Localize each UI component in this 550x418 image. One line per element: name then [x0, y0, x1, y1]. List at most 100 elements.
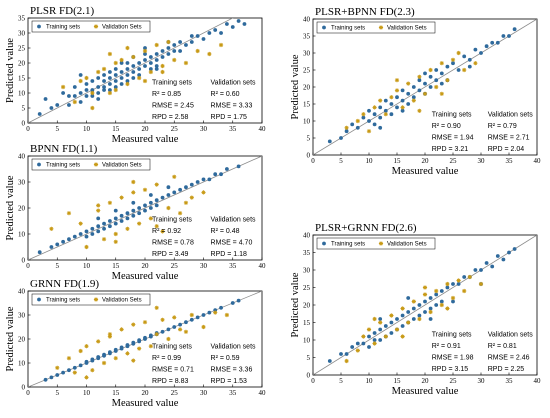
x-tick-label: 35 — [506, 157, 514, 165]
stat-train-value: 0.92 — [167, 228, 181, 235]
stat-label: R² = — [432, 343, 447, 350]
stat-label: RMSE = — [488, 135, 516, 142]
validation-point — [160, 63, 165, 69]
x-tick-label: 5 — [339, 377, 343, 385]
stat-valid-value: 3.36 — [239, 367, 253, 374]
x-tick-label: 20 — [142, 389, 150, 397]
training-point — [166, 185, 171, 190]
training-point — [189, 317, 194, 322]
training-point — [207, 31, 212, 35]
legend-validation-marker — [93, 297, 99, 302]
validation-point — [400, 334, 405, 339]
plot-data — [28, 156, 262, 260]
stat-valid-value: 0.81 — [503, 343, 517, 350]
training-point — [445, 285, 450, 290]
training-point — [96, 91, 101, 95]
stat-label: RMSE = — [211, 240, 239, 247]
training-point — [507, 34, 511, 38]
training-point — [119, 76, 124, 80]
training-point — [462, 54, 467, 59]
training-point — [189, 34, 194, 38]
validation-point — [183, 329, 189, 334]
stats-header-valid: Validation sets — [488, 332, 534, 339]
chart-title: PLSR+BPNN FD(2.3) — [315, 6, 415, 18]
validation-point — [183, 200, 189, 205]
training-point — [378, 105, 383, 110]
training-point — [439, 299, 444, 304]
training-point — [501, 34, 506, 38]
training-point — [166, 193, 171, 197]
stat-valid-value: 0.48 — [226, 228, 240, 235]
training-point — [113, 221, 118, 226]
training-point — [411, 95, 416, 100]
validation-point — [148, 69, 153, 75]
validation-point — [394, 327, 400, 332]
stat-valid-value: 0.60 — [226, 91, 240, 98]
validation-point — [389, 95, 394, 100]
training-point — [43, 377, 48, 382]
legend-validation-marker — [93, 24, 99, 29]
x-tick-label: 0 — [26, 389, 30, 397]
training-point — [148, 193, 153, 197]
y-tick-label: 25 — [303, 284, 311, 292]
training-point — [372, 112, 377, 117]
stat-label: R² = — [211, 355, 226, 362]
validation-point — [344, 125, 349, 130]
chart-plsr_bpnn: PLSR+BPNN FD(2.3) 0 5 10 15 20 25 30 35 40 0 5 10 15 2… — [290, 6, 541, 177]
training-point — [507, 250, 511, 255]
validation-point — [142, 187, 148, 192]
stat-train-value: 0.78 — [180, 240, 194, 247]
x-tick-label: 10 — [366, 377, 374, 385]
training-point — [143, 58, 147, 62]
stat-valid: RMSE = 3.36 — [211, 367, 253, 374]
plot-data — [313, 19, 537, 155]
x-tick-label: 30 — [200, 389, 208, 397]
x-tick-label: 10 — [83, 262, 91, 270]
training-point — [242, 22, 247, 26]
validation-point — [131, 358, 136, 363]
validation-point — [383, 334, 388, 339]
validation-point — [137, 221, 142, 226]
stat-train-value: 8.83 — [175, 378, 189, 385]
y-tick-label: 5 — [307, 354, 311, 362]
validation-point — [383, 112, 388, 117]
validation-point — [417, 316, 422, 322]
validation-point — [445, 78, 450, 83]
stat-valid-value: 4.70 — [239, 240, 253, 247]
validation-point — [84, 344, 89, 349]
training-point — [113, 208, 118, 213]
stat-train: R² = 0.92 — [152, 228, 181, 235]
validation-point — [154, 182, 159, 187]
validation-point — [72, 370, 77, 375]
training-point — [148, 206, 153, 210]
y-tick-label: 10 — [18, 359, 26, 367]
validation-point — [439, 302, 444, 308]
stat-train: R² = 0.91 — [432, 343, 461, 350]
training-point — [137, 338, 142, 343]
validation-point — [107, 332, 112, 337]
reference-line — [313, 19, 537, 155]
training-point — [400, 88, 405, 93]
validation-point — [355, 118, 360, 124]
training-point — [451, 282, 455, 286]
validation-point — [66, 356, 72, 361]
validation-point — [90, 368, 95, 373]
validation-point — [189, 312, 194, 318]
validation-point — [422, 292, 428, 297]
training-point — [383, 324, 388, 328]
validation-point — [378, 98, 383, 103]
x-tick-label: 10 — [83, 125, 91, 133]
stat-valid: R² = 0.79 — [488, 123, 517, 130]
training-point — [512, 247, 517, 251]
training-point — [484, 44, 489, 49]
stat-valid-value: 1.53 — [233, 378, 247, 385]
plot-data — [28, 291, 262, 387]
stat-label: R² = — [211, 91, 226, 98]
validation-point — [148, 344, 153, 349]
validation-point — [61, 84, 66, 90]
training-point — [154, 64, 159, 68]
x-axis-label: Measured value — [112, 398, 179, 409]
stat-valid: RMSE = 3.33 — [211, 103, 253, 110]
validation-point — [428, 309, 433, 315]
validation-point — [428, 67, 433, 73]
